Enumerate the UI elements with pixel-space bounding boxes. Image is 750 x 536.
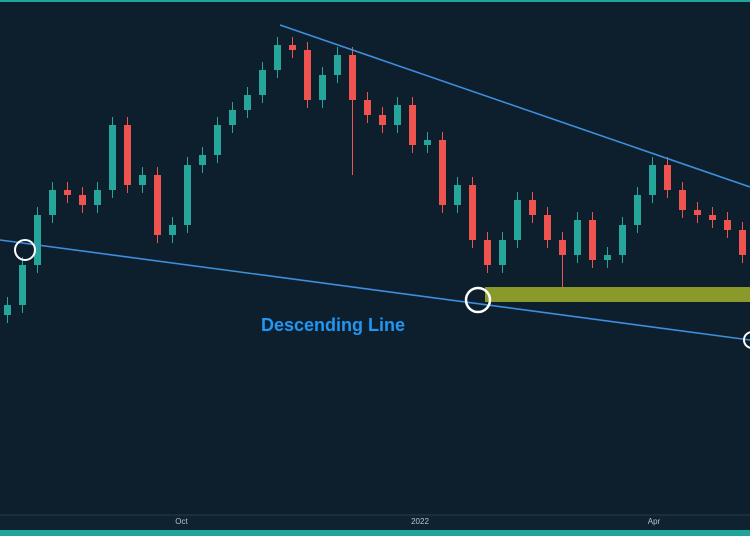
candle-body [304, 50, 311, 100]
candle-body [619, 225, 626, 255]
candle-body [244, 95, 251, 110]
candle-body [199, 155, 206, 165]
candle-body [64, 190, 71, 195]
time-axis [0, 515, 750, 530]
candle-body [184, 165, 191, 225]
candle-body [19, 265, 26, 305]
candle-body [664, 165, 671, 190]
candle-body [4, 305, 11, 315]
candle-body [574, 220, 581, 255]
touch-circle [743, 331, 750, 349]
annotation: Descending Line [261, 315, 405, 335]
top-border [0, 0, 750, 2]
candle-body [589, 220, 596, 260]
candle-body [529, 200, 536, 215]
candle-body [739, 230, 746, 255]
candle-body [679, 190, 686, 210]
candle-body [319, 75, 326, 100]
x-tick-label: Apr [648, 517, 661, 526]
bottom-border [0, 530, 750, 536]
candle-body [724, 220, 731, 230]
x-tick-label: Oct [175, 517, 188, 526]
candle-body [259, 70, 266, 95]
candle-body [649, 165, 656, 195]
candle-body [364, 100, 371, 115]
candle-body [139, 175, 146, 185]
candle-body [709, 215, 716, 220]
candle-body [454, 185, 461, 205]
candle-body [514, 200, 521, 240]
candle-body [634, 195, 641, 225]
candle-body [169, 225, 176, 235]
candle-body [124, 125, 131, 185]
touch-circle [464, 286, 492, 314]
candle-body [34, 215, 41, 265]
candle-body [409, 105, 416, 145]
candle-body [424, 140, 431, 145]
candle-body [79, 195, 86, 205]
candles [4, 37, 746, 323]
candle-body [499, 240, 506, 265]
candle-body [469, 185, 476, 240]
candle-body [544, 215, 551, 240]
candle-body [484, 240, 491, 265]
candle-body [154, 175, 161, 235]
candle-body [274, 45, 281, 70]
upper-trend-line [279, 24, 750, 188]
candle-body [379, 115, 386, 125]
candle-body [334, 55, 341, 75]
candle-body [94, 190, 101, 205]
candle-body [289, 45, 296, 50]
candle-body [214, 125, 221, 155]
candle-body [349, 55, 356, 100]
candle-body [559, 240, 566, 255]
candle-body [229, 110, 236, 125]
lower-trend-line [0, 239, 750, 341]
candle-body [109, 125, 116, 190]
candle-body [439, 140, 446, 205]
candle-body [394, 105, 401, 125]
candle-body [49, 190, 56, 215]
candle-body [694, 210, 701, 215]
support-zone [485, 287, 750, 302]
touch-circle [14, 239, 36, 261]
candle-body [604, 255, 611, 260]
x-tick-label: 2022 [411, 517, 429, 526]
